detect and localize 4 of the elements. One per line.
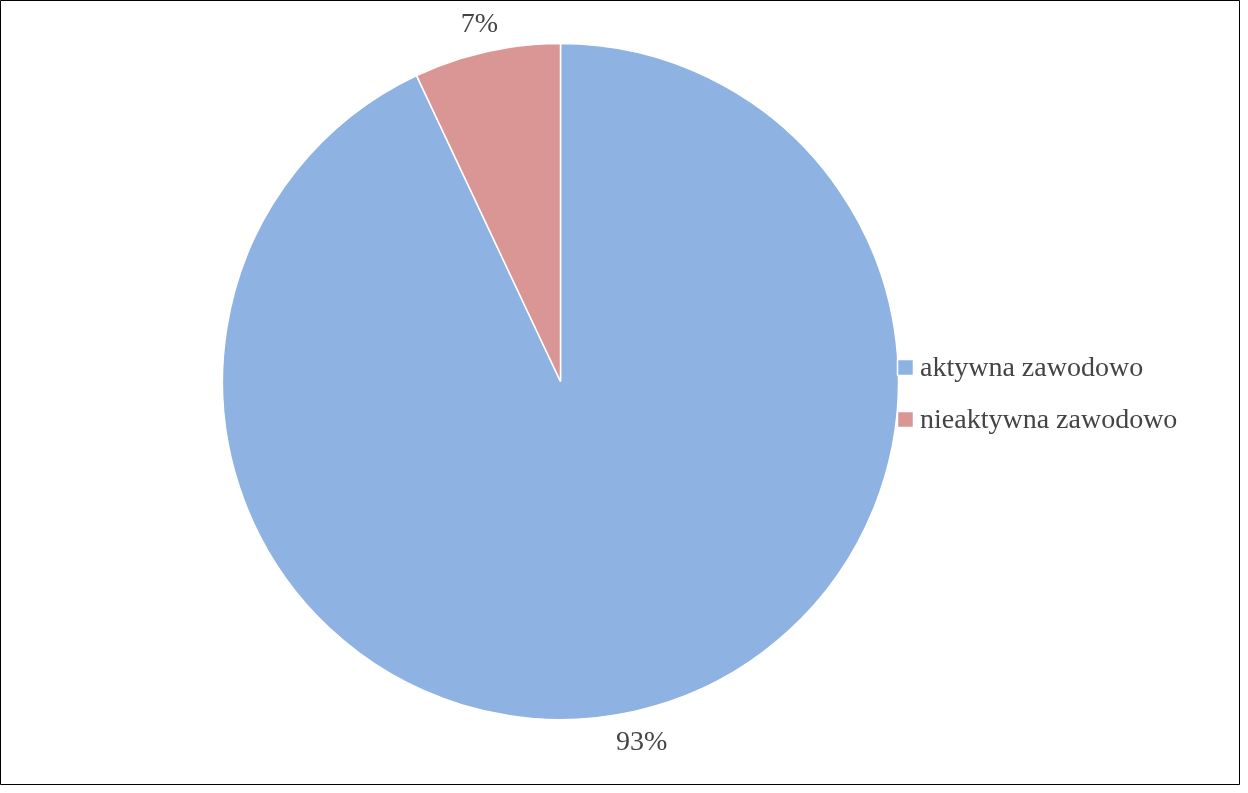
- legend-label: aktywna zawodowo: [920, 351, 1144, 383]
- legend-label: nieaktywna zawodowo: [920, 403, 1178, 435]
- data-label: 93%: [615, 725, 668, 757]
- data-label: 7%: [460, 6, 499, 38]
